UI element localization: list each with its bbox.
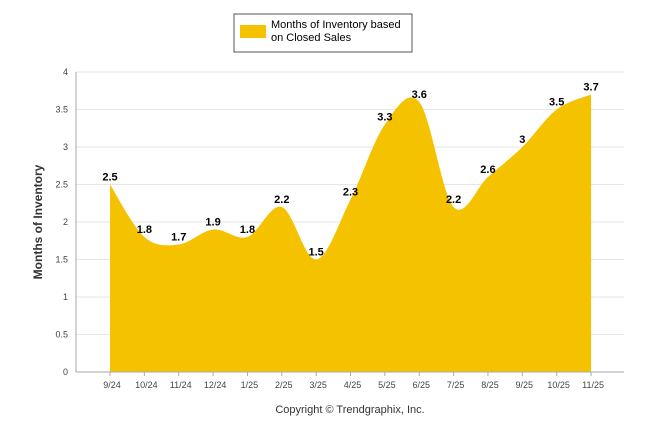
data-label: 1.5 [309,247,324,259]
data-label: 2.3 [343,187,358,199]
y-tick-labels: 0 0.5 1 1.5 2 2.5 3 3.5 4 [55,67,68,377]
copyright-text: Copyright © Trendgraphix, Inc. [275,404,424,416]
data-label: 2.6 [480,164,495,176]
data-label: 1.8 [240,224,255,236]
legend-label-line1: Months of Inventory based [271,19,401,31]
y-axis-title: Months of Inventory [31,164,45,279]
x-tick-label: 5/25 [378,380,396,390]
x-tick-label: 8/25 [481,380,499,390]
y-tick-label: 4 [63,67,68,77]
y-tick-label: 0.5 [55,330,68,340]
x-tick-label: 11/25 [582,380,604,390]
series-area-fill[interactable] [110,94,592,373]
data-label: 2.2 [274,194,289,206]
y-tick-label: 1 [63,292,68,302]
x-tick-labels: 9/24 10/24 11/24 12/24 1/25 2/25 3/25 4/25 5/25 6… [103,372,604,390]
legend-swatch [240,25,266,38]
legend[interactable]: Months of Inventory based on Closed Sale… [233,13,413,53]
y-tick-label: 2 [63,217,68,227]
data-label: 3.7 [583,82,598,94]
data-label: 2.5 [102,172,117,184]
x-tick-label: 3/25 [309,380,327,390]
x-tick-label: 9/24 [103,380,121,390]
x-tick-label: 12/24 [204,380,227,390]
x-tick-label: 10/24 [135,380,158,390]
y-tick-label: 3.5 [55,105,68,115]
data-labels: 2.5 1.8 1.7 1.9 1.8 2.2 1.5 2.3 3.3 3.6 2.2 2.6 3 3.5… [102,82,598,259]
data-label: 3.6 [412,89,427,101]
y-tick-label: 3 [63,142,68,152]
data-label: 1.9 [205,217,220,229]
x-tick-label: 4/25 [344,380,362,390]
y-tick-label: 2.5 [55,180,68,190]
x-tick-label: 7/25 [447,380,465,390]
data-label: 2.2 [446,194,461,206]
x-tick-label: 2/25 [275,380,293,390]
data-label: 3.3 [377,112,392,124]
x-tick-label: 10/25 [547,380,570,390]
legend-label-line2: on Closed Sales [271,32,352,44]
y-tick-label: 1.5 [55,255,68,265]
data-label: 1.8 [137,224,152,236]
data-label: 3.5 [549,97,564,109]
x-tick-label: 11/24 [170,380,192,390]
series-area [110,94,592,373]
axes [75,72,624,373]
x-tick-label: 9/25 [516,380,534,390]
data-label: 3 [519,134,525,146]
x-tick-label: 1/25 [241,380,259,390]
y-tick-label: 0 [63,367,68,377]
data-label: 1.7 [171,232,186,244]
x-tick-label: 6/25 [412,380,430,390]
